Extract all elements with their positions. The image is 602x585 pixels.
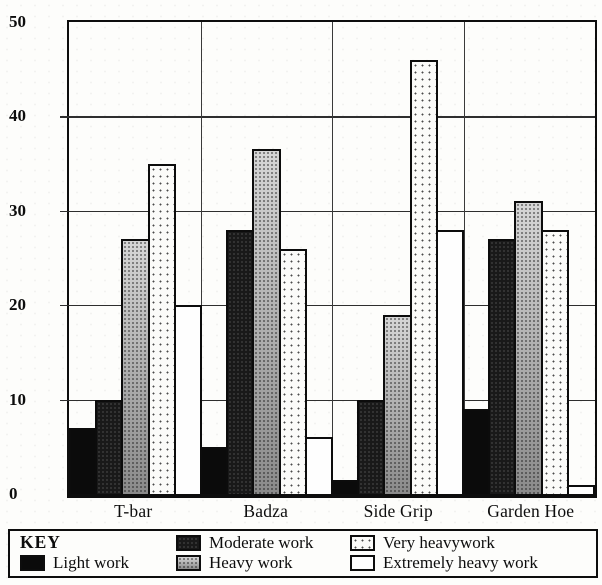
bar-heavy-work-side-grip (383, 314, 412, 494)
bar-heavy-work-badza (252, 149, 281, 494)
bar-moderate-work-t-bar (95, 399, 124, 494)
y-tick-label-50: 50 (9, 12, 26, 31)
legend-swatch-moderate-work (176, 534, 201, 551)
x-label-t-bar: T-bar (114, 501, 153, 521)
gridline-y-10 (60, 399, 595, 401)
bar-moderate-work-garden-hoe (488, 239, 517, 494)
legend-title: KEY (20, 532, 61, 552)
y-axis: 0 10 20 30 40 50 (0, 12, 62, 503)
x-label-garden-hoe: Garden Hoe (487, 501, 575, 521)
legend: KEY Light work Moderate work Heavy work … (8, 529, 598, 578)
plot-area (60, 20, 597, 498)
bar-very-heavywork-side-grip (409, 59, 438, 494)
legend-swatch-heavy-work (176, 555, 201, 571)
x-label-badza: Badza (243, 501, 289, 521)
gridline-y-40 (60, 116, 595, 118)
legend-item-extremely-heavy-work: Extremely heavy work (350, 553, 592, 573)
bar-moderate-work-badza (226, 229, 255, 494)
bar-light-work-t-bar (69, 427, 98, 494)
y-tick-label-10: 10 (9, 389, 26, 409)
legend-label-light-work: Light work (53, 553, 130, 572)
legend-label-extremely-heavy-work: Extremely heavy work (383, 553, 538, 572)
legend-swatch-very-heavy-work (350, 534, 375, 551)
bar-extremely-heavy-work-side-grip (435, 229, 465, 494)
bar-very-heavywork-badza (278, 248, 307, 494)
x-axis-labels: T-bar Badza Side Grip Garden Hoe (67, 501, 597, 522)
y-tick-label-40: 40 (9, 106, 26, 126)
bar-very-heavywork-t-bar (147, 163, 176, 494)
gridline-y-20 (60, 305, 595, 307)
bar-light-work-side-grip (331, 479, 360, 494)
bar-extremely-heavy-work-t-bar (173, 305, 203, 494)
bar-moderate-work-side-grip (357, 399, 386, 494)
legend-label-heavy-work: Heavy work (209, 553, 293, 572)
bar-heavy-work-t-bar (121, 239, 150, 494)
gridline-x-1 (200, 22, 202, 494)
bar-very-heavywork-garden-hoe (540, 229, 569, 494)
legend-label-very-heavy-work: Very heavywork (383, 532, 495, 552)
x-label-side-grip: Side Grip (363, 501, 433, 521)
legend-item-very-heavy-work: Very heavywork (350, 533, 592, 553)
bar-light-work-badza (200, 446, 229, 494)
bar-extremely-heavy-work-garden-hoe (566, 484, 596, 494)
legend-swatch-extremely-heavy-work (350, 555, 375, 571)
legend-item-light-work: Light work (20, 553, 170, 573)
y-tick-label-0: 0 (9, 484, 18, 503)
legend-label-moderate-work: Moderate work (209, 532, 314, 552)
bar-light-work-garden-hoe (462, 409, 491, 494)
y-tick-label-20: 20 (9, 295, 26, 315)
y-tick-label-30: 30 (9, 200, 26, 220)
gridline-x-2 (332, 22, 334, 494)
legend-item-heavy-work: Heavy work (176, 553, 344, 573)
legend-swatch-light-work (20, 555, 45, 571)
bars (69, 22, 596, 494)
gridline-y-30 (60, 210, 595, 212)
gridline-x-3 (463, 22, 465, 494)
legend-item-moderate-work: Moderate work (176, 533, 344, 553)
bar-extremely-heavy-work-badza (304, 437, 334, 494)
bar-heavy-work-garden-hoe (514, 201, 543, 494)
